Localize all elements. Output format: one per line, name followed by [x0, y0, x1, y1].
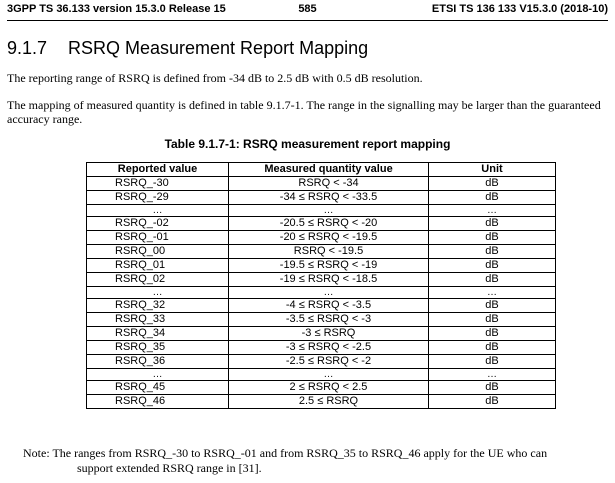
cell-reported-value: RSRQ_-02 — [86, 216, 229, 231]
cell-measured-quantity: -34 ≤ RSRQ < -33.5 — [228, 190, 429, 205]
cell-reported-value: RSRQ_36 — [86, 354, 229, 369]
cell-reported-value: RSRQ_32 — [86, 298, 229, 313]
column-header-measured-quantity: Measured quantity value — [228, 162, 429, 177]
cell-reported-value: RSRQ_-30 — [86, 176, 229, 191]
cell-measured-quantity: -2.5 ≤ RSRQ < -2 — [228, 354, 429, 369]
paragraph-mapping: The mapping of measured quantity is defi… — [7, 98, 601, 126]
table-row: ……… — [86, 368, 556, 381]
cell-unit: dB — [428, 354, 556, 369]
cell-measured-quantity: -19.5 ≤ RSRQ < -19 — [228, 258, 429, 273]
cell-unit: dB — [428, 272, 556, 287]
cell-measured-quantity: -20 ≤ RSRQ < -19.5 — [228, 230, 429, 245]
cell-unit: … — [428, 368, 556, 381]
table-note: Note: The ranges from RSRQ_-30 to RSRQ_-… — [23, 446, 593, 476]
cell-measured-quantity: 2.5 ≤ RSRQ — [228, 394, 429, 409]
header-rule — [7, 20, 608, 21]
cell-reported-value: … — [86, 368, 229, 381]
section-number: 9.1.7 — [7, 38, 48, 58]
cell-unit: dB — [428, 230, 556, 245]
cell-measured-quantity: RSRQ < -19.5 — [228, 244, 429, 259]
table-row: RSRQ_45 2 ≤ RSRQ < 2.5 dB — [86, 380, 556, 395]
cell-measured-quantity: -19 ≤ RSRQ < -18.5 — [228, 272, 429, 287]
header-spec-version: 3GPP TS 36.133 version 15.3.0 Release 15 — [7, 3, 226, 15]
cell-reported-value: RSRQ_35 — [86, 340, 229, 355]
table-row: RSRQ_-01 -20 ≤ RSRQ < -19.5 dB — [86, 230, 556, 245]
table-row: RSRQ_-29 -34 ≤ RSRQ < -33.5 dB — [86, 190, 556, 205]
cell-reported-value: RSRQ_34 — [86, 326, 229, 341]
cell-measured-quantity: -3 ≤ RSRQ < -2.5 — [228, 340, 429, 355]
cell-measured-quantity: -3.5 ≤ RSRQ < -3 — [228, 312, 429, 327]
cell-reported-value: … — [86, 204, 229, 217]
cell-measured-quantity: -3 ≤ RSRQ — [228, 326, 429, 341]
cell-unit: dB — [428, 298, 556, 313]
cell-measured-quantity: 2 ≤ RSRQ < 2.5 — [228, 380, 429, 395]
table-row: RSRQ_-30 RSRQ < -34 dB — [86, 176, 556, 191]
table-row: RSRQ_32 -4 ≤ RSRQ < -3.5 dB — [86, 298, 556, 313]
header-etsi-reference: ETSI TS 136 133 V15.3.0 (2018-10) — [431, 3, 608, 15]
note-line-2: support extended RSRQ range in [31]. — [77, 461, 262, 475]
cell-reported-value: RSRQ_02 — [86, 272, 229, 287]
column-header-unit: Unit — [428, 162, 556, 177]
cell-reported-value: RSRQ_-01 — [86, 230, 229, 245]
cell-reported-value: RSRQ_01 — [86, 258, 229, 273]
table-row: RSRQ_35 -3 ≤ RSRQ < -2.5 dB — [86, 340, 556, 355]
cell-unit: dB — [428, 312, 556, 327]
cell-unit: dB — [428, 326, 556, 341]
section-title: RSRQ Measurement Report Mapping — [68, 38, 369, 58]
table-row: RSRQ_-02 -20.5 ≤ RSRQ < -20 dB — [86, 216, 556, 231]
rsrq-mapping-table: Reported value Measured quantity value U… — [86, 162, 556, 409]
cell-measured-quantity: -4 ≤ RSRQ < -3.5 — [228, 298, 429, 313]
cell-measured-quantity: -20.5 ≤ RSRQ < -20 — [228, 216, 429, 231]
cell-reported-value: RSRQ_45 — [86, 380, 229, 395]
cell-unit: dB — [428, 340, 556, 355]
table-caption: Table 9.1.7-1: RSRQ measurement report m… — [164, 137, 451, 151]
cell-reported-value: RSRQ_00 — [86, 244, 229, 259]
table-row: RSRQ_01 -19.5 ≤ RSRQ < -19 dB — [86, 258, 556, 273]
cell-unit: dB — [428, 258, 556, 273]
column-header-reported-value: Reported value — [86, 162, 229, 177]
cell-reported-value: … — [86, 286, 229, 299]
table-header-row: Reported value Measured quantity value U… — [86, 162, 556, 177]
cell-reported-value: RSRQ_33 — [86, 312, 229, 327]
note-line-1: Note: The ranges from RSRQ_-30 to RSRQ_-… — [23, 446, 548, 460]
cell-unit: dB — [428, 380, 556, 395]
table-body: RSRQ_-30 RSRQ < -34 dB RSRQ_-29 -34 ≤ RSRQ <… — [86, 176, 556, 409]
cell-unit: dB — [428, 244, 556, 259]
cell-measured-quantity: … — [228, 204, 429, 217]
table-row: ……… — [86, 286, 556, 299]
table-row: RSRQ_00 RSRQ < -19.5 dB — [86, 244, 556, 259]
cell-unit: dB — [428, 394, 556, 409]
header-page-number: 585 — [298, 3, 317, 15]
cell-measured-quantity: RSRQ < -34 — [228, 176, 429, 191]
cell-unit: dB — [428, 216, 556, 231]
table-row: ……… — [86, 204, 556, 217]
cell-reported-value: RSRQ_46 — [86, 394, 229, 409]
cell-unit: dB — [428, 176, 556, 191]
paragraph-reporting-range: The reporting range of RSRQ is defined f… — [7, 71, 423, 85]
cell-measured-quantity: … — [228, 286, 429, 299]
page-header: 3GPP TS 36.133 version 15.3.0 Release 15… — [7, 3, 608, 19]
cell-unit: … — [428, 286, 556, 299]
cell-unit: … — [428, 204, 556, 217]
table-row: RSRQ_02 -19 ≤ RSRQ < -18.5 dB — [86, 272, 556, 287]
table-row: RSRQ_36 -2.5 ≤ RSRQ < -2 dB — [86, 354, 556, 369]
table-row: RSRQ_33 -3.5 ≤ RSRQ < -3 dB — [86, 312, 556, 327]
table-row: RSRQ_46 2.5 ≤ RSRQ dB — [86, 394, 556, 409]
table-row: RSRQ_34 -3 ≤ RSRQ dB — [86, 326, 556, 341]
cell-reported-value: RSRQ_-29 — [86, 190, 229, 205]
section-heading: 9.1.7 RSRQ Measurement Report Mapping — [7, 38, 368, 59]
cell-unit: dB — [428, 190, 556, 205]
cell-measured-quantity: … — [228, 368, 429, 381]
